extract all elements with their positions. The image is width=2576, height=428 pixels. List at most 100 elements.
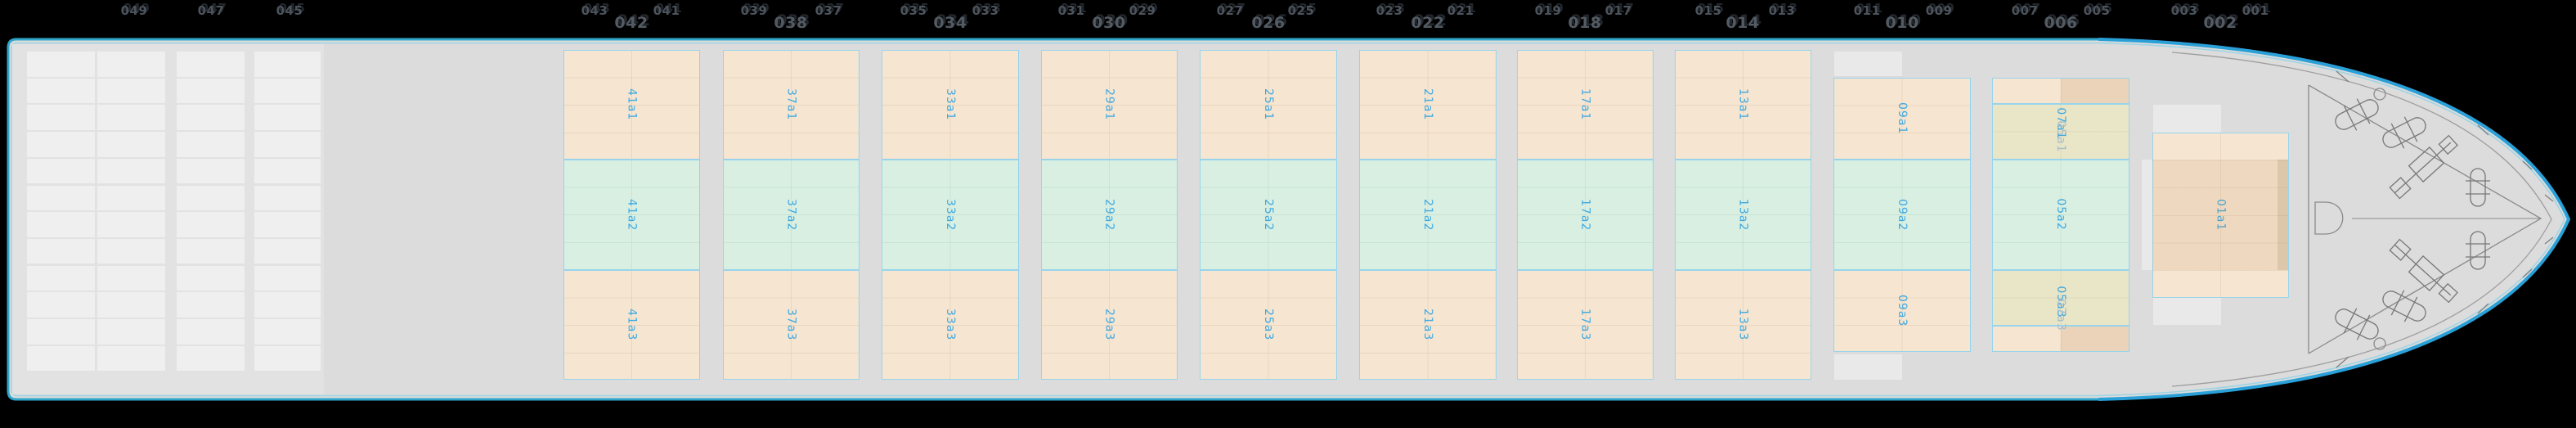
stern-slot[interactable] (177, 185, 245, 210)
bay-cell-09a3[interactable]: 09a3 (1833, 270, 1971, 352)
deck-slot[interactable] (2153, 105, 2221, 133)
stern-slot[interactable] (254, 292, 321, 318)
bay-cell-25a2[interactable]: 25a2 (1200, 160, 1337, 270)
bay-cell-13a3[interactable]: 13a3 (1675, 270, 1811, 380)
stern-slot[interactable] (97, 345, 165, 372)
stern-slot[interactable] (177, 78, 245, 104)
bay-cell-41a2[interactable]: 41a2 (563, 160, 700, 270)
stern-slot[interactable] (97, 78, 165, 104)
bay-cell-41a3[interactable]: 41a3 (563, 270, 700, 380)
stern-slot[interactable] (27, 105, 95, 130)
stern-slot[interactable] (27, 212, 95, 237)
stern-slot[interactable] (177, 292, 245, 318)
frame-tick-021: 021 (1447, 3, 1474, 18)
stern-slot[interactable] (254, 185, 321, 210)
bay-cell-label-37a2: 37a2 (784, 198, 798, 232)
stern-slot[interactable] (254, 132, 321, 157)
bay-006-overlap-shade (2061, 79, 2129, 103)
stern-slot[interactable] (27, 158, 95, 184)
frame-tick-015: 015 (1694, 3, 1722, 18)
bay-cell-37a2[interactable]: 37a2 (723, 160, 859, 270)
stern-slot[interactable] (27, 319, 95, 345)
bay-cell-33a1[interactable]: 33a1 (882, 50, 1019, 160)
stern-slot[interactable] (177, 319, 245, 345)
hull-outline-inner (11, 42, 2565, 397)
stern-slot[interactable] (254, 212, 321, 237)
stern-slot[interactable] (27, 265, 95, 291)
stern-slot[interactable] (177, 52, 245, 77)
bay-cell-09a2[interactable]: 09a2 (1833, 160, 1971, 270)
stern-slot[interactable] (254, 265, 321, 291)
bay-cell-29a3[interactable]: 29a3 (1041, 270, 1178, 380)
bay-cell-33a3[interactable]: 33a3 (882, 270, 1019, 380)
bow-edge (2098, 38, 2571, 401)
stern-slot[interactable] (97, 158, 165, 184)
stern-slot[interactable] (97, 212, 165, 237)
bay-cell-25a3[interactable]: 25a3 (1200, 270, 1337, 380)
deck-slot[interactable] (2153, 298, 2221, 325)
bay-cell-17a3[interactable]: 17a3 (1517, 270, 1654, 380)
stern-slot[interactable] (97, 132, 165, 157)
stern-slot[interactable] (254, 52, 321, 77)
bay-cell-01a1[interactable]: 01a1 (2152, 133, 2289, 298)
stern-slot[interactable] (97, 52, 165, 77)
stern-slot[interactable] (27, 238, 95, 264)
deck-slot[interactable] (2142, 160, 2152, 270)
stern-slot[interactable] (27, 52, 95, 77)
bay-cell-label-05a3: 05a3 (2054, 286, 2067, 318)
stern-slot[interactable] (177, 212, 245, 237)
stern-slot[interactable] (254, 158, 321, 184)
stern-slot[interactable] (27, 292, 95, 318)
mooring-winch-icon (2382, 290, 2426, 322)
frame-tick-045: 045 (276, 3, 303, 18)
bay-cell-13a1[interactable]: 13a1 (1675, 50, 1811, 160)
stern-slot[interactable] (97, 105, 165, 130)
bay-cell-33a2[interactable]: 33a2 (882, 160, 1019, 270)
bay-006-band[interactable] (1992, 104, 2129, 160)
deck-slot[interactable] (1834, 354, 1902, 380)
stern-slot[interactable] (97, 238, 165, 264)
stern-slot[interactable] (254, 78, 321, 104)
bay-cell-21a1[interactable]: 21a1 (1359, 50, 1497, 160)
bay-cell-17a1[interactable]: 17a1 (1517, 50, 1654, 160)
bay-cell-13a2[interactable]: 13a2 (1675, 160, 1811, 270)
frame-tick-029: 029 (1129, 3, 1156, 18)
stern-slot[interactable] (254, 319, 321, 345)
bay-cell-29a2[interactable]: 29a2 (1041, 160, 1178, 270)
stern-slot[interactable] (97, 185, 165, 210)
bay-cell-21a3[interactable]: 21a3 (1359, 270, 1497, 380)
bay-cell-37a3[interactable]: 37a3 (723, 270, 859, 380)
bay-cell-25a1[interactable]: 25a1 (1200, 50, 1337, 160)
bay-cell-21a2[interactable]: 21a2 (1359, 160, 1497, 270)
bay-006-band[interactable] (1992, 326, 2129, 352)
bay-cell-label-07a3: 07a3 (2054, 299, 2067, 331)
stern-slot[interactable] (254, 105, 321, 130)
stern-slot[interactable] (97, 319, 165, 345)
stern-slot[interactable] (27, 132, 95, 157)
bay-cell-17a2[interactable]: 17a2 (1517, 160, 1654, 270)
bay-cell-label-29a2: 29a2 (1102, 198, 1116, 232)
stern-slot[interactable] (27, 78, 95, 104)
stern-slot[interactable] (177, 105, 245, 130)
stern-slot[interactable] (254, 238, 321, 264)
stern-slot[interactable] (177, 238, 245, 264)
stern-slot[interactable] (177, 265, 245, 291)
bay-cell-09a1[interactable]: 09a1 (1833, 78, 1971, 160)
deck-slot[interactable] (1834, 52, 1902, 76)
stern-slot[interactable] (97, 265, 165, 291)
bay-cell-29a1[interactable]: 29a1 (1041, 50, 1178, 160)
stern-slot[interactable] (177, 345, 245, 372)
stern-slot[interactable] (177, 132, 245, 157)
bay-006-band[interactable] (1992, 160, 2129, 270)
stern-slot[interactable] (27, 185, 95, 210)
stern-slot[interactable] (254, 345, 321, 372)
stern-slot[interactable] (27, 345, 95, 372)
bay-006-band[interactable] (1992, 270, 2129, 326)
bay-006-band[interactable] (1992, 78, 2129, 104)
bay-cell-37a1[interactable]: 37a1 (723, 50, 859, 160)
bay-cell-label-17a2: 17a2 (1578, 198, 1592, 232)
stern-slot[interactable] (97, 292, 165, 318)
bay-cell-41a1[interactable]: 41a1 (563, 50, 700, 160)
stern-slot[interactable] (177, 158, 245, 184)
bay-block-030: 29a1 29a2 29a3 (1041, 50, 1178, 380)
